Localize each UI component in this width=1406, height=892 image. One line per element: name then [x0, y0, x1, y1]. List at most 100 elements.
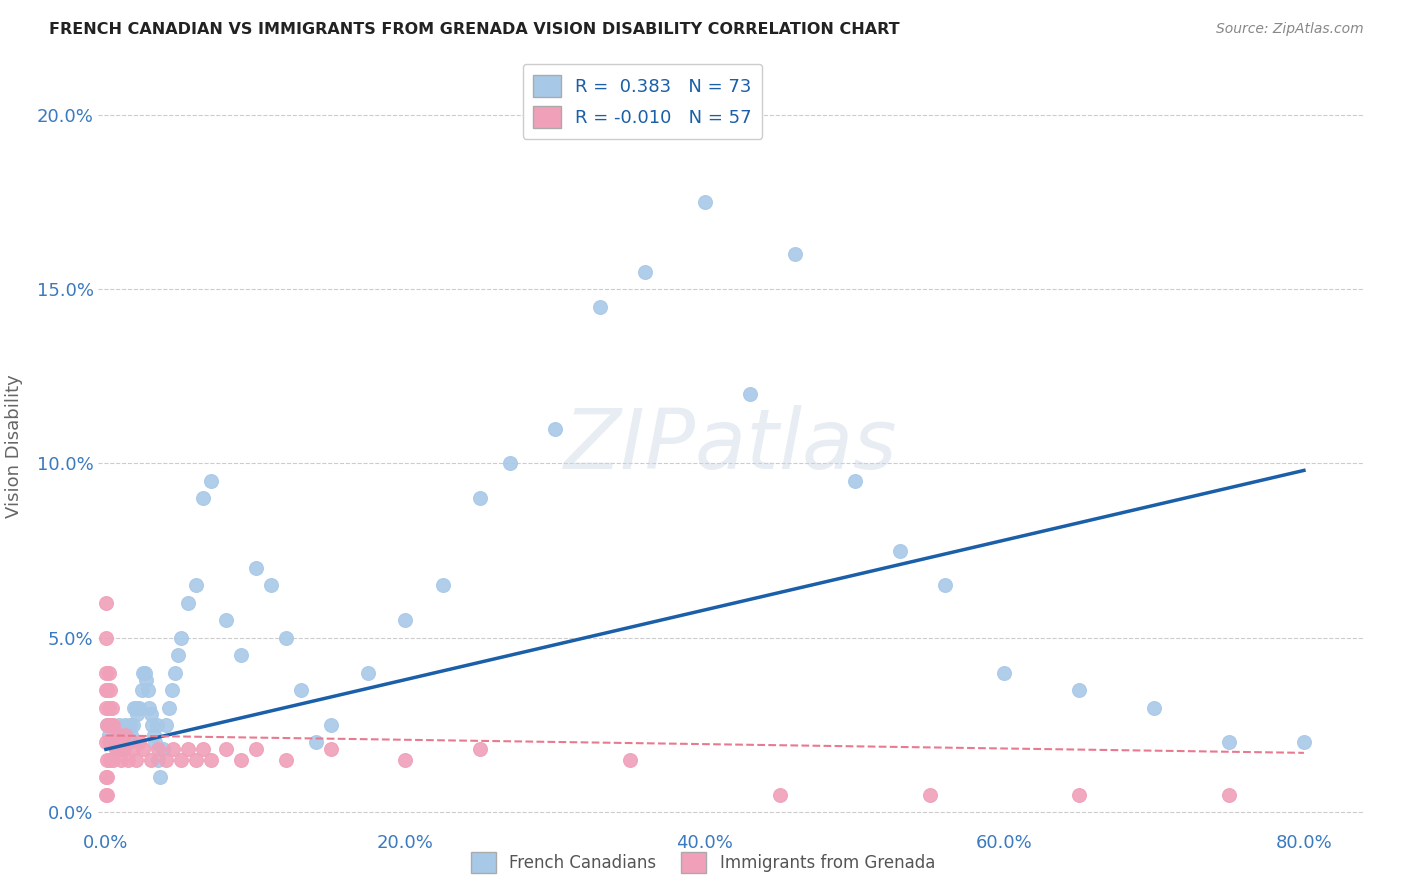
Point: [844, 474, 866, 488]
Point: [111, 735, 134, 749]
Point: [290, 683, 312, 698]
Point: [103, 753, 125, 767]
Point: [193, 491, 215, 506]
Point: [304, 735, 326, 749]
Point: [160, 683, 183, 698]
Point: [215, 613, 238, 627]
Point: [155, 718, 177, 732]
Point: [184, 578, 207, 592]
Point: [94, 770, 117, 784]
Point: [148, 742, 170, 756]
Point: [118, 718, 141, 732]
Point: [245, 742, 267, 756]
Point: [783, 247, 806, 261]
Point: [96, 718, 118, 732]
Point: [274, 631, 297, 645]
Point: [101, 700, 124, 714]
Point: [146, 718, 169, 732]
Point: [136, 683, 159, 698]
Point: [97, 700, 120, 714]
Point: [96, 753, 118, 767]
Point: [104, 728, 127, 742]
Point: [1143, 700, 1166, 714]
Point: [94, 683, 117, 698]
Point: [193, 742, 215, 756]
Point: [177, 742, 200, 756]
Point: [105, 742, 128, 756]
Y-axis label: Vision Disability: Vision Disability: [4, 374, 22, 518]
Point: [97, 735, 120, 749]
Point: [619, 753, 641, 767]
Point: [693, 194, 716, 209]
Point: [120, 728, 142, 742]
Point: [934, 578, 956, 592]
Point: [163, 665, 186, 680]
Point: [117, 735, 139, 749]
Point: [319, 742, 342, 756]
Point: [107, 728, 129, 742]
Point: [134, 665, 156, 680]
Point: [769, 788, 792, 802]
Point: [1218, 788, 1240, 802]
Point: [114, 718, 136, 732]
Text: ZIPatlas: ZIPatlas: [564, 406, 898, 486]
Point: [499, 457, 522, 471]
Point: [170, 631, 193, 645]
Point: [138, 700, 160, 714]
Point: [103, 735, 125, 749]
Point: [162, 742, 184, 756]
Point: [357, 665, 380, 680]
Point: [215, 742, 238, 756]
Point: [229, 753, 252, 767]
Point: [108, 718, 131, 732]
Point: [200, 474, 222, 488]
Point: [94, 700, 117, 714]
Point: [108, 742, 131, 756]
Point: [993, 665, 1015, 680]
Point: [112, 742, 135, 756]
Point: [170, 753, 193, 767]
Point: [96, 788, 118, 802]
Point: [132, 742, 155, 756]
Point: [184, 753, 207, 767]
Point: [125, 700, 148, 714]
Point: [107, 735, 129, 749]
Point: [152, 742, 174, 756]
Point: [148, 753, 170, 767]
Point: [394, 613, 416, 627]
Point: [142, 728, 165, 742]
Point: [110, 753, 132, 767]
Point: [100, 735, 122, 749]
Point: [634, 265, 657, 279]
Legend: French Canadians, Immigrants from Grenada: French Canadians, Immigrants from Grenad…: [464, 846, 942, 880]
Point: [470, 491, 492, 506]
Point: [125, 753, 148, 767]
Point: [1292, 735, 1315, 749]
Point: [319, 718, 342, 732]
Point: [117, 753, 139, 767]
Point: [110, 728, 132, 742]
Point: [274, 753, 297, 767]
Point: [259, 578, 281, 592]
Point: [918, 788, 941, 802]
Point: [96, 683, 118, 698]
Legend: R =  0.383   N = 73, R = -0.010   N = 57: R = 0.383 N = 73, R = -0.010 N = 57: [523, 64, 762, 138]
Point: [94, 665, 117, 680]
Point: [94, 631, 117, 645]
Point: [97, 665, 120, 680]
Point: [141, 718, 163, 732]
Point: [100, 718, 122, 732]
Point: [143, 735, 166, 749]
Point: [127, 707, 149, 722]
Point: [177, 596, 200, 610]
Point: [135, 673, 157, 687]
Point: [432, 578, 454, 592]
Point: [139, 707, 162, 722]
Point: [104, 735, 127, 749]
Point: [149, 770, 172, 784]
Point: [1069, 683, 1091, 698]
Point: [100, 683, 122, 698]
Point: [97, 728, 120, 742]
Point: [245, 561, 267, 575]
Point: [101, 735, 124, 749]
